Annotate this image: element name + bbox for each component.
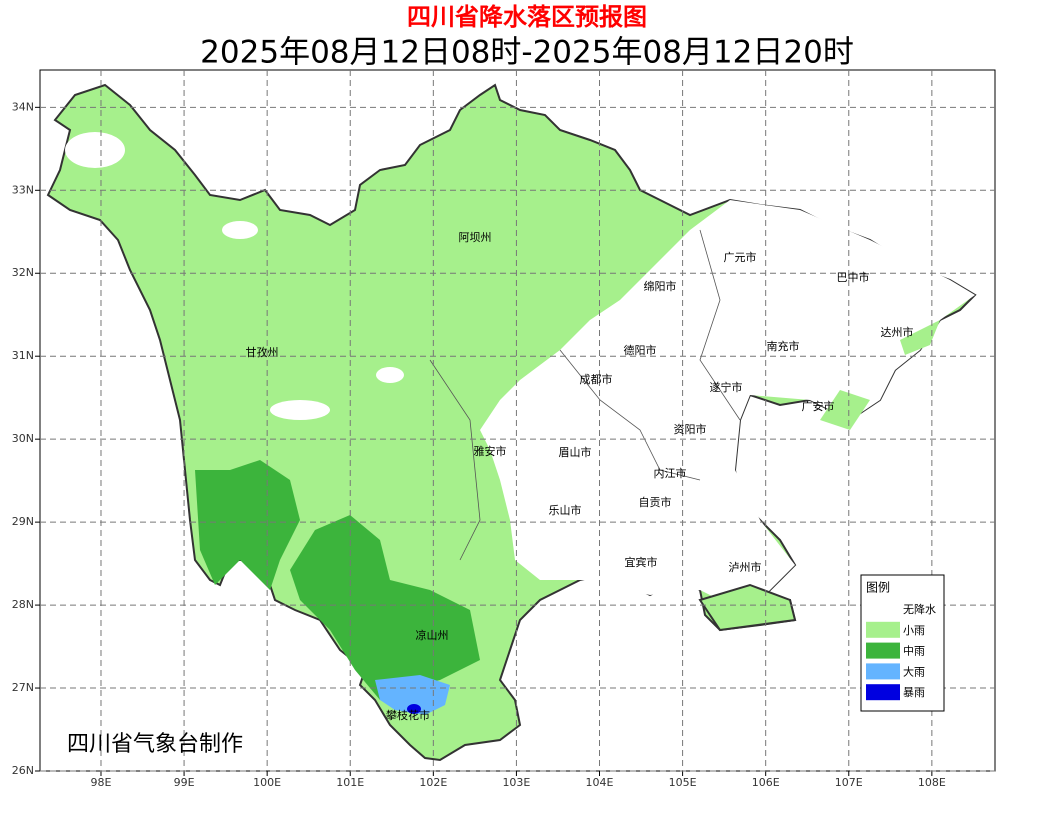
map-frame [39, 69, 996, 772]
y-tick-label: 29N [12, 515, 34, 528]
legend-label: 暴雨 [903, 686, 925, 699]
legend-swatch [866, 684, 900, 701]
x-tick-label: 105E [669, 776, 697, 789]
legend-swatch [866, 621, 900, 638]
legend-swatch [866, 642, 900, 659]
city-border [699, 229, 741, 421]
region-label: 乐山市 [549, 503, 582, 517]
y-tick-label: 31N [12, 349, 34, 362]
no-rain-patch [376, 367, 404, 383]
legend-swatch [866, 663, 900, 680]
light-rain-patch [900, 320, 940, 355]
x-tick-label: 100E [253, 776, 281, 789]
region-label: 内江市 [654, 466, 687, 480]
region-label: 绵阳市 [644, 279, 677, 293]
region-label: 广安市 [802, 399, 835, 413]
region-label: 阿坝州 [459, 230, 492, 244]
x-tick-label: 107E [835, 776, 863, 789]
rainstorm-area [407, 704, 421, 714]
map-subtitle: 2025年08月12日08时-2025年08月12日20时 [200, 35, 854, 71]
region-label: 南充市 [767, 339, 800, 353]
y-tick-label: 26N [12, 764, 34, 777]
region-label: 攀枝花市 [386, 708, 430, 722]
heavy-rain-area [375, 675, 450, 715]
credit: 四川省气象台制作 [67, 732, 243, 757]
region-label: 雅安市 [474, 444, 507, 458]
x-tick-label: 106E [752, 776, 780, 789]
city-border [429, 359, 481, 561]
x-tick-label: 103E [502, 776, 530, 789]
region-label: 广元市 [724, 250, 757, 264]
no-rain-patch [222, 221, 258, 239]
legend-label: 无降水 [903, 602, 936, 616]
y-tick-label: 27N [12, 681, 34, 694]
precip-areas [46, 83, 977, 762]
legend-swatch [866, 601, 900, 617]
axes: 98E 99E 100E 101E 102E 103E 104E 105E 106E 107E 10… [12, 69, 996, 789]
x-tick-label: 104E [586, 776, 614, 789]
city-border [559, 349, 701, 481]
y-tick-label: 30N [12, 432, 34, 445]
no-rain-patch [65, 132, 125, 168]
x-tick-label: 102E [419, 776, 447, 789]
region-label: 遂宁市 [710, 380, 743, 394]
x-tick-label: 108E [918, 776, 946, 789]
region-label: 凉山州 [416, 628, 449, 642]
region-label: 甘孜州 [246, 345, 279, 359]
light-rain-patch [698, 583, 797, 632]
region-label: 资阳市 [674, 422, 707, 436]
x-tick-label: 101E [336, 776, 364, 789]
y-tick-label: 34N [12, 100, 34, 113]
moderate-rain-area [290, 515, 480, 700]
x-tick-label: 98E [91, 776, 112, 789]
region-label: 成都市 [580, 372, 613, 386]
region-label: 泸州市 [729, 560, 762, 574]
region-label: 德阳市 [624, 343, 657, 357]
region-label: 宜宾市 [625, 555, 658, 569]
region-label: 自贡市 [639, 495, 672, 509]
light-rain-patch [820, 390, 870, 430]
no-rain-east [480, 200, 975, 600]
y-tick-label: 32N [12, 266, 34, 279]
legend-label: 中雨 [903, 645, 925, 658]
region-label: 眉山市 [559, 445, 592, 459]
legend-title: 图例 [866, 581, 890, 595]
region-label: 达州市 [881, 325, 914, 339]
no-rain-patch [270, 400, 330, 420]
moderate-rain-area [195, 460, 300, 590]
map-title: 四川省降水落区预报图 [407, 3, 647, 31]
legend-label: 小雨 [903, 624, 925, 637]
y-tick-label: 33N [12, 183, 34, 196]
legend-label: 大雨 [903, 664, 925, 678]
y-tick-label: 28N [12, 598, 34, 611]
x-tick-label: 99E [174, 776, 195, 789]
region-label: 巴中市 [837, 270, 870, 284]
